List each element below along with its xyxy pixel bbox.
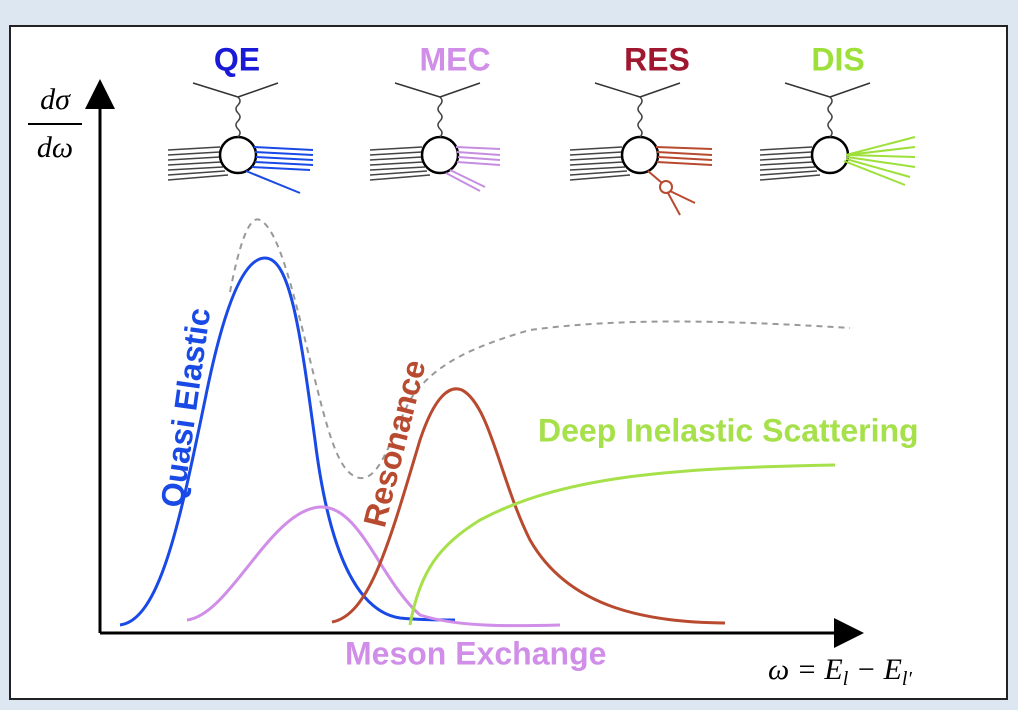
- y-label-numerator: dσ: [40, 83, 71, 116]
- curve-label: Meson Exchange: [345, 635, 606, 671]
- process-label: DIS: [811, 41, 864, 77]
- process-label: QE: [214, 41, 260, 77]
- y-label-denominator: dω: [37, 131, 73, 164]
- x-label-part: ω = E: [768, 653, 843, 686]
- process-label: MEC: [419, 41, 490, 77]
- x-label-part: − E: [848, 653, 902, 686]
- panel: [10, 26, 1007, 699]
- page: QE MEC RES DIS dσ dω ω = El − El′ Quasi …: [0, 0, 1018, 710]
- x-label-sub: l′: [902, 668, 913, 690]
- x-axis-label: ω = El − El′: [768, 653, 912, 690]
- diagram: QE MEC RES DIS dσ dω ω = El − El′ Quasi …: [0, 0, 1018, 710]
- process-label: RES: [624, 41, 690, 77]
- curve-label: Deep Inelastic Scattering: [538, 412, 919, 448]
